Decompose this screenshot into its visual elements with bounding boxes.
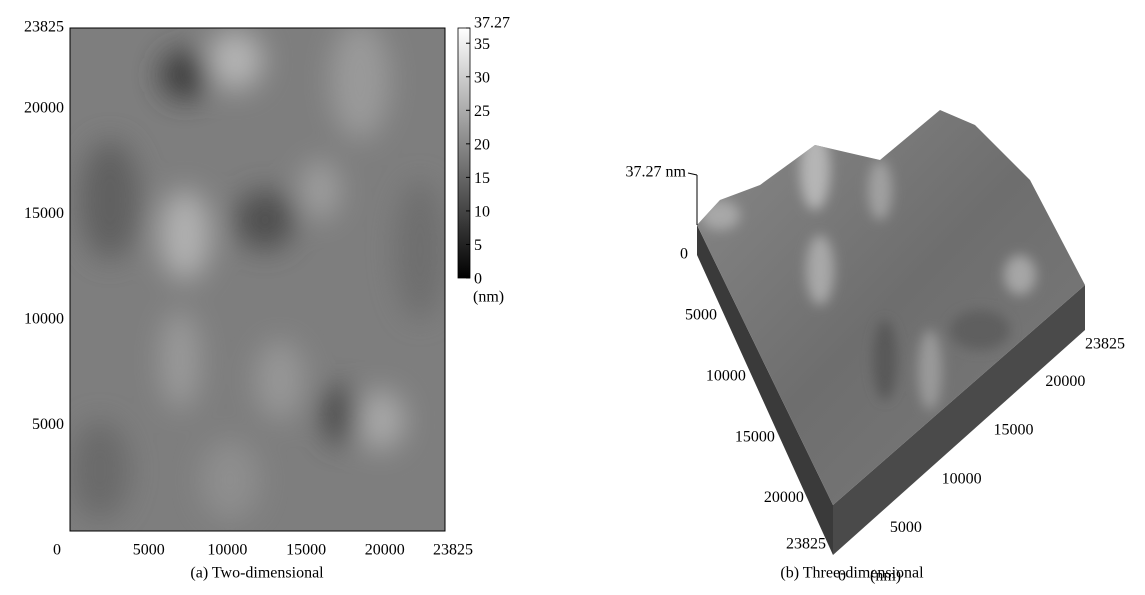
x-tick-label: 20000: [365, 542, 405, 559]
right-axis-label: 20000: [1045, 373, 1085, 390]
left-axis-label: 0: [680, 246, 688, 263]
colorbar-tick-label: 15: [474, 170, 490, 187]
left-axis-label: 5000: [685, 307, 717, 324]
height-label: 37.27 nm: [626, 164, 687, 181]
caption: (a) Two-dimensional: [190, 565, 324, 582]
y-tick-label: 5000: [32, 416, 64, 433]
right-axis-label: 23825: [1085, 336, 1125, 353]
right-axis-label: 0: [838, 568, 846, 585]
right-axis-label: 15000: [994, 422, 1034, 439]
colorbar-tick-label: 25: [474, 103, 490, 120]
x-tick-label: 5000: [133, 542, 165, 559]
y-tick-label: 10000: [24, 311, 64, 328]
colorbar-tick-label: 35: [474, 36, 490, 53]
x-tick-label: 10000: [207, 542, 247, 559]
x-tick-label: 0: [53, 542, 61, 559]
right-axis-label: 5000: [890, 519, 922, 536]
colorbar-tick-label: 5: [474, 237, 482, 254]
left-axis-label: 23825: [786, 536, 826, 553]
y-tick-label: 15000: [24, 205, 64, 222]
x-tick-label: 15000: [286, 542, 326, 559]
colorbar: [458, 28, 470, 278]
left-axis-label: 20000: [764, 489, 804, 506]
colorbar-tick-label: 20: [474, 137, 490, 154]
left-axis-label: 10000: [706, 367, 746, 384]
left-axis-label: 15000: [735, 428, 775, 445]
colorbar-tick-label: 37.27: [474, 15, 510, 32]
colorbar-tick-label: 10: [474, 204, 490, 221]
caption: (b) Three-dimensional: [780, 565, 924, 582]
y-tick-label: 23825: [24, 19, 64, 36]
colorbar-tick-label: 0: [474, 271, 482, 288]
colorbar-unit: (nm): [473, 289, 504, 306]
height-leader: [688, 173, 697, 175]
y-tick-label: 20000: [24, 99, 64, 116]
x-tick-label: 23825: [433, 542, 473, 559]
afm-3d-surface: [690, 100, 1090, 510]
colorbar-tick-label: 30: [474, 69, 490, 86]
afm-2d-image: [70, 20, 445, 531]
right-axis-label: 10000: [942, 470, 982, 487]
figure: (nm) (a) Two-dimensional 37.27 nm (nm) (…: [0, 0, 1145, 590]
